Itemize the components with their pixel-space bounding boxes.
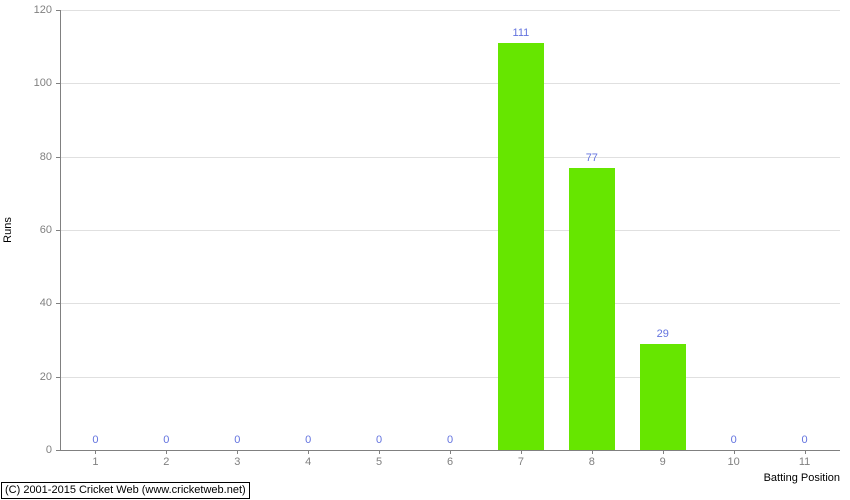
- x-tick-label: 5: [376, 456, 382, 468]
- x-tick-mark: [237, 450, 238, 454]
- gridline: [60, 377, 840, 378]
- x-tick-label: 4: [305, 456, 311, 468]
- bar-value-label: 0: [801, 434, 807, 446]
- y-tick-label: 120: [0, 4, 54, 16]
- y-tick-label: 20: [0, 371, 54, 383]
- x-tick-mark: [592, 450, 593, 454]
- bar-value-label: 0: [305, 434, 311, 446]
- x-tick-mark: [521, 450, 522, 454]
- bar-value-label: 77: [586, 152, 598, 164]
- x-tick-label: 10: [728, 456, 740, 468]
- bar-value-label: 0: [731, 434, 737, 446]
- x-tick-label: 6: [447, 456, 453, 468]
- x-tick-mark: [308, 450, 309, 454]
- y-tick-label: 80: [0, 151, 54, 163]
- x-tick-mark: [379, 450, 380, 454]
- bar-value-label: 111: [513, 27, 530, 39]
- gridline: [60, 230, 840, 231]
- gridline: [60, 83, 840, 84]
- x-tick-label: 11: [799, 456, 810, 468]
- x-tick-label: 8: [589, 456, 595, 468]
- y-axis-line: [60, 10, 61, 450]
- bar-value-label: 0: [447, 434, 453, 446]
- x-tick-label: 1: [92, 456, 98, 468]
- y-tick-label: 60: [0, 224, 54, 236]
- x-axis-title: Batting Position: [764, 472, 840, 484]
- gridline: [60, 303, 840, 304]
- plot-area: [60, 10, 840, 450]
- x-tick-mark: [805, 450, 806, 454]
- bar-value-label: 29: [657, 328, 669, 340]
- runs-by-batting-position-chart: Runs Batting Position (C) 2001-2015 Cric…: [0, 0, 850, 500]
- copyright-notice: (C) 2001-2015 Cricket Web (www.cricketwe…: [1, 482, 250, 499]
- gridline: [60, 10, 840, 11]
- x-tick-mark: [663, 450, 664, 454]
- y-tick-label: 0: [0, 444, 54, 456]
- bar: [640, 344, 686, 450]
- bar-value-label: 0: [92, 434, 98, 446]
- x-tick-mark: [95, 450, 96, 454]
- x-tick-label: 7: [518, 456, 524, 468]
- x-tick-mark: [166, 450, 167, 454]
- gridline: [60, 157, 840, 158]
- bar-value-label: 0: [376, 434, 382, 446]
- x-tick-label: 3: [234, 456, 240, 468]
- x-tick-label: 9: [660, 456, 666, 468]
- x-tick-mark: [734, 450, 735, 454]
- bar-value-label: 0: [163, 434, 169, 446]
- bar-value-label: 0: [234, 434, 240, 446]
- bar: [498, 43, 544, 450]
- x-tick-label: 2: [163, 456, 169, 468]
- y-tick-label: 100: [0, 77, 54, 89]
- x-tick-mark: [450, 450, 451, 454]
- bar: [569, 168, 615, 450]
- y-tick-label: 40: [0, 297, 54, 309]
